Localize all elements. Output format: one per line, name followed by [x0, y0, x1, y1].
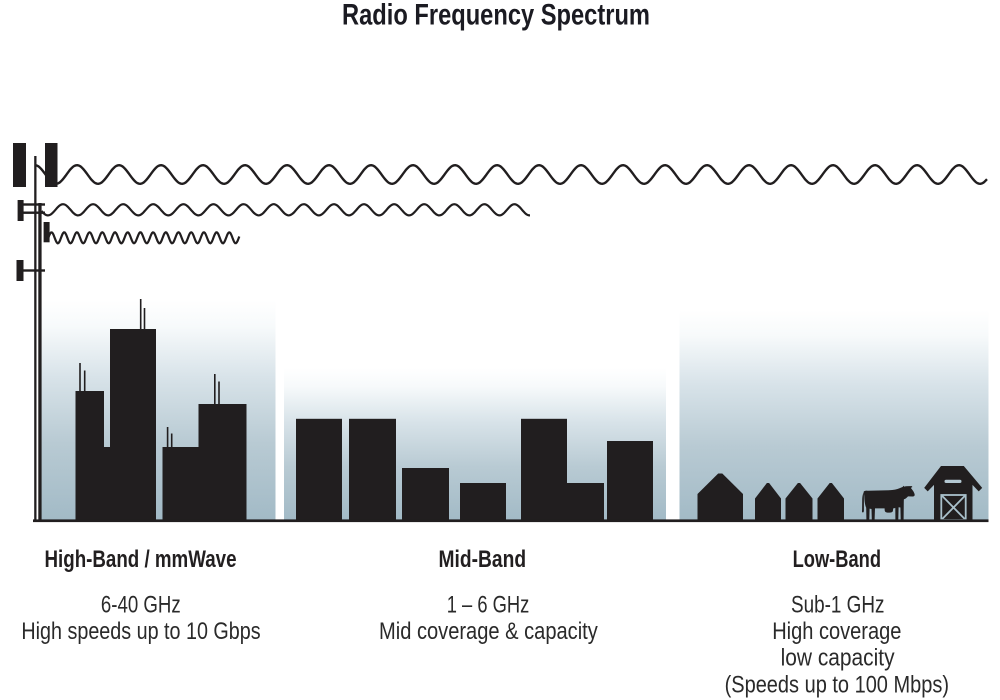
svg-text:Radio Frequency Spectrum: Radio Frequency Spectrum [342, 0, 650, 31]
svg-text:6-40 GHz: 6-40 GHz [101, 591, 181, 618]
svg-text:High-Band / mmWave: High-Band / mmWave [45, 546, 237, 573]
svg-text:High speeds up to 10 Gbps: High speeds up to 10 Gbps [21, 618, 260, 645]
svg-text:(Speeds up to 100 Mbps): (Speeds up to 100 Mbps) [725, 672, 949, 699]
svg-text:Low-Band: Low-Band [793, 546, 881, 573]
svg-text:1 – 6 GHz: 1 – 6 GHz [447, 591, 530, 618]
svg-text:High coverage: High coverage [772, 618, 901, 645]
svg-text:Sub-1 GHz: Sub-1 GHz [791, 591, 884, 618]
svg-text:Mid coverage & capacity: Mid coverage & capacity [379, 618, 598, 645]
svg-text:low capacity: low capacity [781, 645, 895, 672]
svg-text:Mid-Band: Mid-Band [439, 546, 527, 573]
